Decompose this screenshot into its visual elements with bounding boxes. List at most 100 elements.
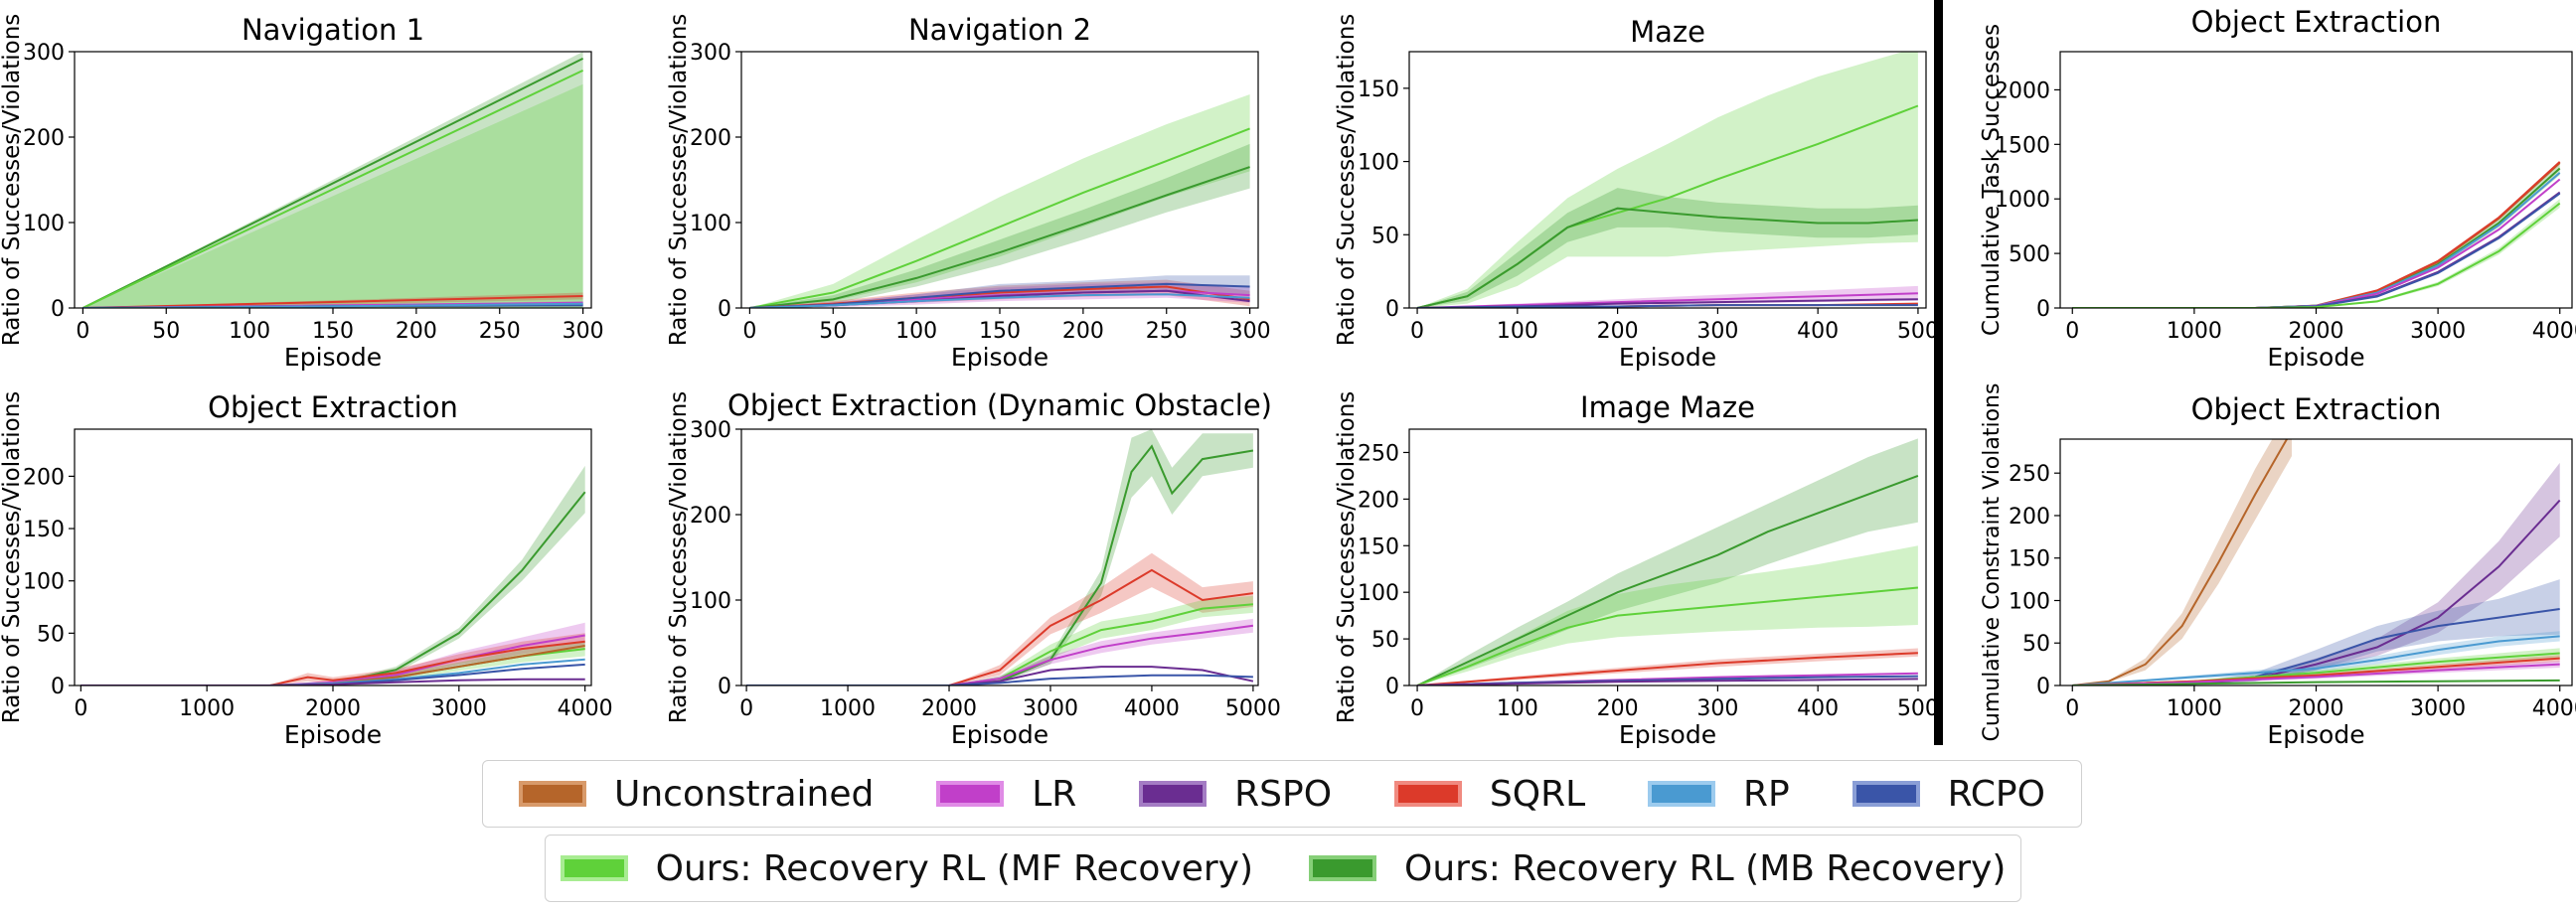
x-tick-label: 0 xyxy=(2065,696,2079,721)
chart-title: Object Extraction xyxy=(208,390,458,424)
x-tick-label: 0 xyxy=(742,319,756,344)
band-ours-recovery-rl-mf-recovery- xyxy=(1417,52,1918,308)
x-tick-label: 2000 xyxy=(921,696,977,721)
y-tick-label: 50 xyxy=(2022,632,2050,657)
band-ours-recovery-rl-mb-recovery- xyxy=(1417,188,1918,308)
line-ours-recovery-rl-mf-recovery- xyxy=(749,127,1250,308)
y-tick-label: 200 xyxy=(2009,505,2050,530)
band-sqrl xyxy=(80,633,585,685)
axes-frame xyxy=(740,428,1259,686)
x-tick-label: 2000 xyxy=(2289,696,2344,721)
x-tick-label: 150 xyxy=(979,319,1021,344)
line-rcpo xyxy=(1417,304,1918,308)
legend-item-ours-recovery-rl-mf-recovery: Ours: Recovery RL (MF Recovery) xyxy=(560,848,1253,889)
legend-item-unconstrained: Unconstrained xyxy=(519,774,874,815)
x-tick-label: 2000 xyxy=(2289,319,2344,344)
line-ours-recovery-rl-mb-recovery- xyxy=(1416,207,1918,308)
legend-label: LR xyxy=(1032,773,1077,815)
legend-item-lr: LR xyxy=(936,774,1076,815)
y-tick-label: 100 xyxy=(1358,151,1399,176)
x-tick-label: 4000 xyxy=(2532,319,2576,344)
x-axis-label: Episode xyxy=(284,343,382,372)
line-sqrl xyxy=(1417,652,1918,685)
x-tick-label: 300 xyxy=(1696,696,1738,721)
line-rcpo xyxy=(80,663,585,685)
axes-frame xyxy=(1408,51,1927,309)
x-tick-label: 1000 xyxy=(179,696,235,721)
x-tick-label: 300 xyxy=(1229,319,1271,344)
x-tick-label: 400 xyxy=(1797,696,1839,721)
y-tick-label: 50 xyxy=(1371,224,1399,248)
chart-title: Object Extraction xyxy=(2191,392,2442,426)
y-axis-label: Ratio of Successes/Violations xyxy=(0,14,25,347)
legend-row-1: Unconstrained LR RSPO SQRL RP RCPO xyxy=(482,760,2082,828)
band-ours-recovery-rl-mb-recovery- xyxy=(746,429,1253,685)
line-ours-recovery-rl-mb-recovery- xyxy=(1416,474,1919,685)
x-tick-label: 300 xyxy=(563,319,604,344)
legend-swatch xyxy=(1852,781,1920,807)
line-rspo xyxy=(2072,191,2561,308)
x-tick-label: 100 xyxy=(1497,696,1538,721)
x-tick-label: 3000 xyxy=(2410,319,2466,344)
band-rspo xyxy=(2072,462,2560,685)
x-tick-label: 100 xyxy=(895,319,937,344)
plot-area xyxy=(2072,439,2561,685)
x-tick-label: 500 xyxy=(1897,696,1939,721)
x-tick-label: 1000 xyxy=(2167,696,2222,721)
plot-area xyxy=(1416,52,1919,308)
x-tick-label: 4000 xyxy=(2532,696,2576,721)
legend-label: RCPO xyxy=(1947,773,2045,815)
line-ours-recovery-rl-mb-recovery- xyxy=(2072,679,2560,685)
y-tick-label: 300 xyxy=(23,41,65,66)
line-lr xyxy=(80,634,585,685)
line-ours-recovery-rl-mb-recovery- xyxy=(80,491,586,685)
line-ours-recovery-rl-mf-recovery- xyxy=(1416,586,1918,685)
x-tick-label: 0 xyxy=(1410,696,1424,721)
x-tick-label: 50 xyxy=(819,319,847,344)
y-tick-label: 250 xyxy=(2009,462,2050,487)
x-tick-label: 1000 xyxy=(820,696,876,721)
x-tick-label: 400 xyxy=(1797,319,1839,344)
x-tick-label: 100 xyxy=(1497,319,1538,344)
x-tick-label: 150 xyxy=(312,319,354,344)
y-tick-label: 150 xyxy=(23,518,65,542)
legend-label: SQRL xyxy=(1489,773,1586,815)
panel-separator xyxy=(1934,0,1943,745)
chart-3: 0 100 200 300 400 500 0 50 100 150 Maze Episode Rati… xyxy=(1334,14,1939,372)
y-tick-label: 200 xyxy=(690,126,731,151)
line-rp xyxy=(749,293,1250,308)
x-tick-label: 0 xyxy=(76,319,89,344)
y-tick-label: 150 xyxy=(1358,77,1399,102)
y-tick-label: 0 xyxy=(1385,675,1399,699)
y-tick-label: 0 xyxy=(51,297,65,322)
y-axis-label: Ratio of Successes/Violations xyxy=(0,391,25,724)
line-lr xyxy=(2072,178,2561,308)
y-tick-label: 50 xyxy=(1371,628,1399,653)
band-ours-recovery-rl-mf-recovery- xyxy=(2072,199,2560,308)
line-sqrl xyxy=(82,295,583,308)
legend-item-ours-recovery-rl-mb-recovery: Ours: Recovery RL (MB Recovery) xyxy=(1309,848,2006,889)
x-tick-label: 3000 xyxy=(2410,696,2466,721)
chart-4: 0 1000 2000 3000 4000 0 50 100 150 200 Object Extr… xyxy=(0,390,613,749)
x-tick-label: 0 xyxy=(739,696,753,721)
line-sqrl xyxy=(2072,161,2561,308)
legend-swatch xyxy=(1139,781,1208,807)
line-ours-recovery-rl-mb-recovery- xyxy=(81,58,584,308)
line-unconstrained xyxy=(2072,162,2561,308)
x-tick-label: 1000 xyxy=(2167,319,2222,344)
band-ours-recovery-rl-mf-recovery- xyxy=(80,641,585,685)
y-tick-label: 2000 xyxy=(1995,78,2050,103)
band-ours-recovery-rl-mb-recovery- xyxy=(2072,161,2560,308)
y-tick-label: 0 xyxy=(2036,675,2050,699)
chart-title: Object Extraction xyxy=(2191,5,2442,39)
x-tick-label: 250 xyxy=(479,319,521,344)
chart-1: 0 50 100 150 200 250 300 0 100 200 300 Navigation 1… xyxy=(0,13,604,372)
band-rp xyxy=(2072,631,2560,685)
x-tick-label: 5000 xyxy=(1225,696,1281,721)
y-tick-label: 100 xyxy=(690,212,731,236)
x-tick-label: 200 xyxy=(1597,319,1639,344)
x-tick-label: 200 xyxy=(1062,319,1104,344)
x-axis-label: Episode xyxy=(1619,343,1716,372)
band-ours-recovery-rl-mb-recovery- xyxy=(82,52,583,308)
